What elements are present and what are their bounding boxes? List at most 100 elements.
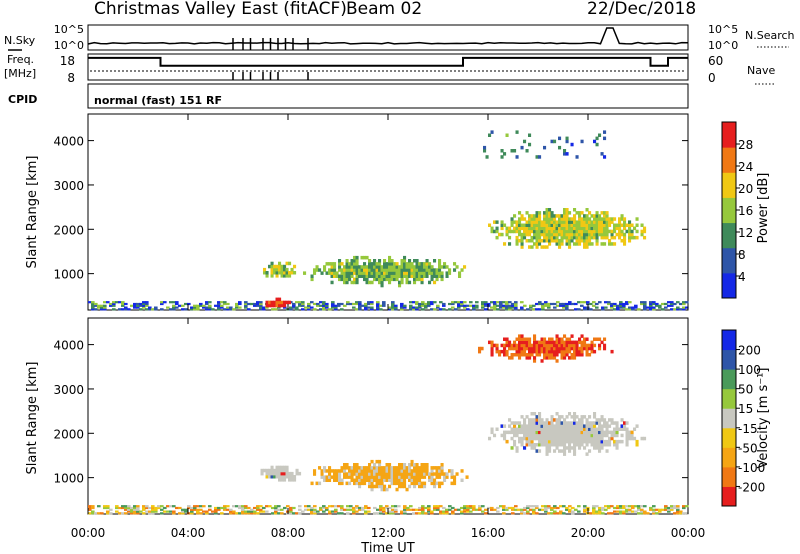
velocity-cells-cell-1217 (590, 433, 594, 438)
velocity-cells-cell-486 (637, 508, 641, 511)
velocity-cells-cell-115 (214, 512, 218, 515)
velocity-cells-cell-1021 (540, 418, 544, 422)
velocity-cells-cell-1186 (580, 415, 584, 419)
velocity-cells-cell-1134 (568, 412, 572, 416)
power-cells-cell-1043 (550, 214, 554, 218)
power-cells-cell-505 (263, 271, 267, 275)
power-cells-cell-1279 (618, 235, 622, 240)
power-cells-cell-1065 (558, 239, 562, 243)
velocity-cells-cell-600 (328, 472, 332, 476)
power-cells-cell-1265 (610, 235, 614, 240)
velocity-cells-cell-871 (438, 481, 442, 486)
velocity-cells-cell-896 (460, 469, 464, 473)
velocity-cells-cell-886 (448, 469, 452, 473)
velocity-cells-cell-1435 (540, 346, 544, 351)
velocity-cells-cell-730 (383, 478, 387, 482)
power-cells-cell-1299 (623, 217, 627, 221)
velocity-cells-cell-310 (433, 508, 437, 511)
velocity-cells-cell-1256 (600, 436, 604, 441)
velocity-cells-cell-501 (652, 508, 656, 511)
power-cells-cell-1199 (590, 229, 594, 234)
velocity-cells-cell-825 (415, 463, 419, 467)
velocity-cells-cell-18 (109, 512, 113, 515)
velocity-cells-cell-1273 (605, 433, 609, 438)
velocity-cells-cell-630 (345, 466, 349, 470)
velocity-cells-cell-419 (562, 505, 566, 508)
velocity-cells-cell-620 (340, 469, 344, 473)
power-cells-cell-972 (535, 239, 539, 243)
velocity-cells-cell-246 (361, 506, 365, 510)
velocity-cells-cell-1505 (568, 356, 572, 360)
power-cells-cell-365 (514, 302, 518, 306)
velocity-cells-cell-750 (390, 478, 394, 482)
power-cells-cell-227 (367, 306, 371, 309)
velocity-cells-cell-1030 (545, 452, 549, 456)
power-cells-cell-568 (333, 271, 337, 275)
power-cells-cell-748 (403, 274, 407, 278)
velocity-cells-cell-675 (365, 475, 369, 479)
velocity-cells-cell-694 (370, 466, 374, 470)
power-cells-cell-572 (335, 274, 339, 278)
velocity-cells-cell-1252 (598, 418, 602, 422)
velocity-cells-cell-16 (106, 506, 110, 510)
velocity-cells-cell-1101 (560, 421, 564, 425)
power-cells-cell-1115 (568, 211, 572, 215)
velocity-cells-cell-1497 (563, 340, 567, 345)
velocity-cells-cell-991 (535, 449, 539, 453)
velocity-cells-cell-307 (427, 505, 431, 508)
velocity-cells-cell-395 (535, 505, 539, 508)
power-cells-cell-1067 (558, 229, 562, 234)
velocity-cells-cell-446 (595, 505, 599, 508)
velocity-cells-cell-1482 (558, 343, 562, 348)
velocity-cells-cell-806 (410, 475, 414, 479)
power-cells-cell-1051 (553, 220, 557, 224)
velocity-cells-cell-1311 (623, 424, 627, 428)
velocity-cells-cell-1138 (570, 433, 574, 438)
velocity-cells-cell-79 (169, 505, 173, 508)
velocity-cells-cell-562 (283, 478, 287, 482)
power-cells-cell-1 (91, 308, 95, 311)
velocity-cells-cell-827 (418, 481, 422, 486)
velocity-cells-cell-1522 (573, 340, 577, 345)
velocity-cells-cell-813 (413, 478, 417, 482)
velocity-cells-cell-1195 (585, 452, 589, 456)
power-cells-cell-1292 (623, 242, 627, 246)
power-cells-cell-1284 (618, 220, 622, 224)
power-cells-cell-239 (379, 308, 383, 311)
velocity-cells-cell-781 (400, 469, 404, 473)
power-cells-cell-742 (400, 274, 404, 278)
power-cells-cell-1070 (558, 220, 562, 224)
velocity-cells-cell-67 (154, 508, 158, 511)
power-cells-cell-251 (394, 308, 398, 311)
velocity-cells-cell-1222 (593, 446, 597, 450)
velocity-cells-cell-783 (400, 463, 404, 467)
velocity-cells-cell-296 (418, 506, 422, 510)
velocity-cells-cell-627 (345, 481, 349, 486)
power-cells-cell-268 (415, 306, 419, 309)
velocity-cells-cell-1140 (570, 427, 574, 431)
velocity-cells-cell-1166 (575, 415, 579, 419)
velocity-cells-cell-1400 (525, 346, 529, 351)
velocity-cells-cell-1560 (598, 343, 602, 348)
velocity-cells-cell-1390 (520, 337, 524, 341)
power-cells-cell-103 (217, 304, 221, 307)
power-cells-cell-699 (383, 259, 387, 263)
velocity-cells-cell-941 (520, 430, 524, 435)
velocity-cells-cell-946 (523, 436, 527, 441)
velocity-cells-cell-1357 (505, 343, 509, 348)
velocity-cells-cell-723 (380, 478, 384, 482)
velocity-cells-cell-356 (484, 508, 488, 511)
velocity-cells-cell-936 (518, 424, 522, 428)
velocity-cells-cell-603 (330, 475, 334, 479)
velocity-cells-cell-132 (232, 510, 236, 513)
power-cells-cell-297 (448, 302, 452, 306)
velocity-cells-cell-1185 (580, 418, 584, 422)
velocity-cells-cell-359 (490, 506, 494, 510)
velocity-cells-cell-1068 (553, 427, 557, 431)
velocity-cells-cell-1063 (553, 443, 557, 447)
velocity-cells-cell-729 (383, 484, 387, 489)
velocity-cells-cell-718 (378, 463, 382, 467)
power-cells-cell-1059 (555, 226, 559, 231)
velocity-cells-cell-900 (490, 427, 494, 431)
velocity-cells-cell-1064 (553, 439, 557, 444)
